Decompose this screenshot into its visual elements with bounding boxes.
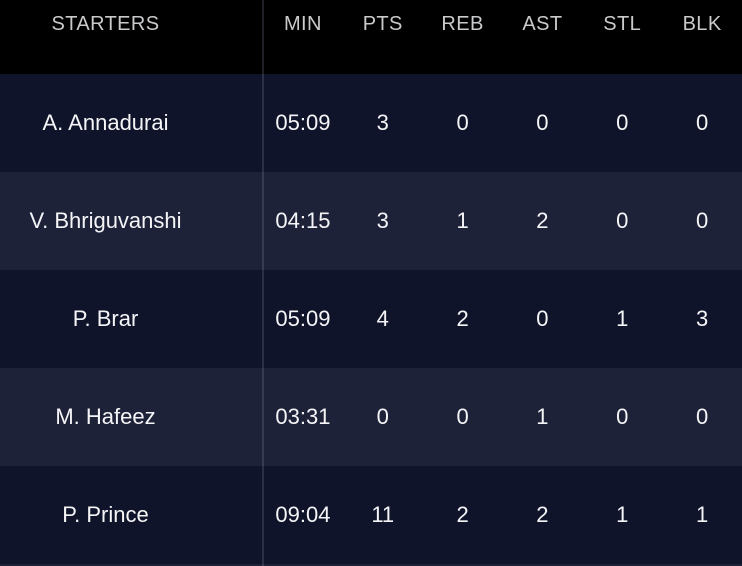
player-row[interactable]: V. Bhriguvanshi 04:15 3 1 2 0 0 [0, 172, 742, 270]
column-header-min: MIN [283, 13, 322, 35]
stat-min: 09:04 [275, 502, 331, 527]
table-header: STARTERS MIN PTS REB AST STL BLK [0, 0, 742, 74]
stat-reb: 1 [456, 208, 469, 233]
player-row[interactable]: M. Hafeez 03:31 0 0 1 0 0 [0, 368, 742, 466]
stat-pts: 3 [376, 208, 389, 233]
stat-reb: 0 [456, 404, 469, 429]
stat-stl: 0 [616, 404, 629, 429]
stat-reb: 2 [456, 502, 469, 527]
column-header-blk: BLK [682, 13, 722, 35]
stat-ast: 0 [536, 110, 549, 135]
player-row[interactable]: A. Annadurai 05:09 3 0 0 0 0 [0, 74, 742, 172]
column-header-stl: STL [603, 13, 642, 35]
stat-reb: 0 [456, 110, 469, 135]
stat-min: 03:31 [275, 404, 331, 429]
stat-blk: 0 [695, 110, 709, 135]
stat-ast: 2 [536, 502, 549, 527]
player-name: P. Brar [72, 306, 139, 331]
stat-stl: 1 [616, 306, 629, 331]
stat-blk: 3 [695, 306, 709, 331]
stat-blk: 0 [695, 208, 709, 233]
stat-ast: 1 [536, 404, 549, 429]
column-header-pts: PTS [362, 13, 403, 35]
column-header-ast: AST [522, 13, 563, 35]
player-name: M. Hafeez [55, 404, 156, 429]
stat-pts: 0 [376, 404, 389, 429]
stat-ast: 2 [536, 208, 549, 233]
column-header-starters: STARTERS [51, 13, 160, 35]
stat-blk: 1 [695, 502, 709, 527]
player-name: A. Annadurai [42, 110, 169, 135]
stat-stl: 1 [616, 502, 629, 527]
stat-stl: 0 [616, 110, 629, 135]
stat-pts: 4 [376, 306, 389, 331]
column-divider [262, 0, 264, 566]
player-name: V. Bhriguvanshi [29, 208, 182, 233]
stat-ast: 0 [536, 306, 549, 331]
player-row[interactable]: P. Brar 05:09 4 2 0 1 3 [0, 270, 742, 368]
player-name: P. Prince [62, 502, 149, 527]
stat-reb: 2 [456, 306, 469, 331]
stat-min: 04:15 [275, 208, 331, 233]
stat-min: 05:09 [275, 110, 331, 135]
stat-stl: 0 [616, 208, 629, 233]
stat-min: 05:09 [275, 306, 331, 331]
column-header-reb: REB [441, 13, 484, 35]
stat-blk: 0 [695, 404, 709, 429]
next-row-edge [0, 564, 742, 566]
player-row[interactable]: P. Prince 09:04 11 2 2 1 1 [0, 466, 742, 564]
stat-pts: 11 [371, 502, 395, 527]
stat-pts: 3 [376, 110, 389, 135]
